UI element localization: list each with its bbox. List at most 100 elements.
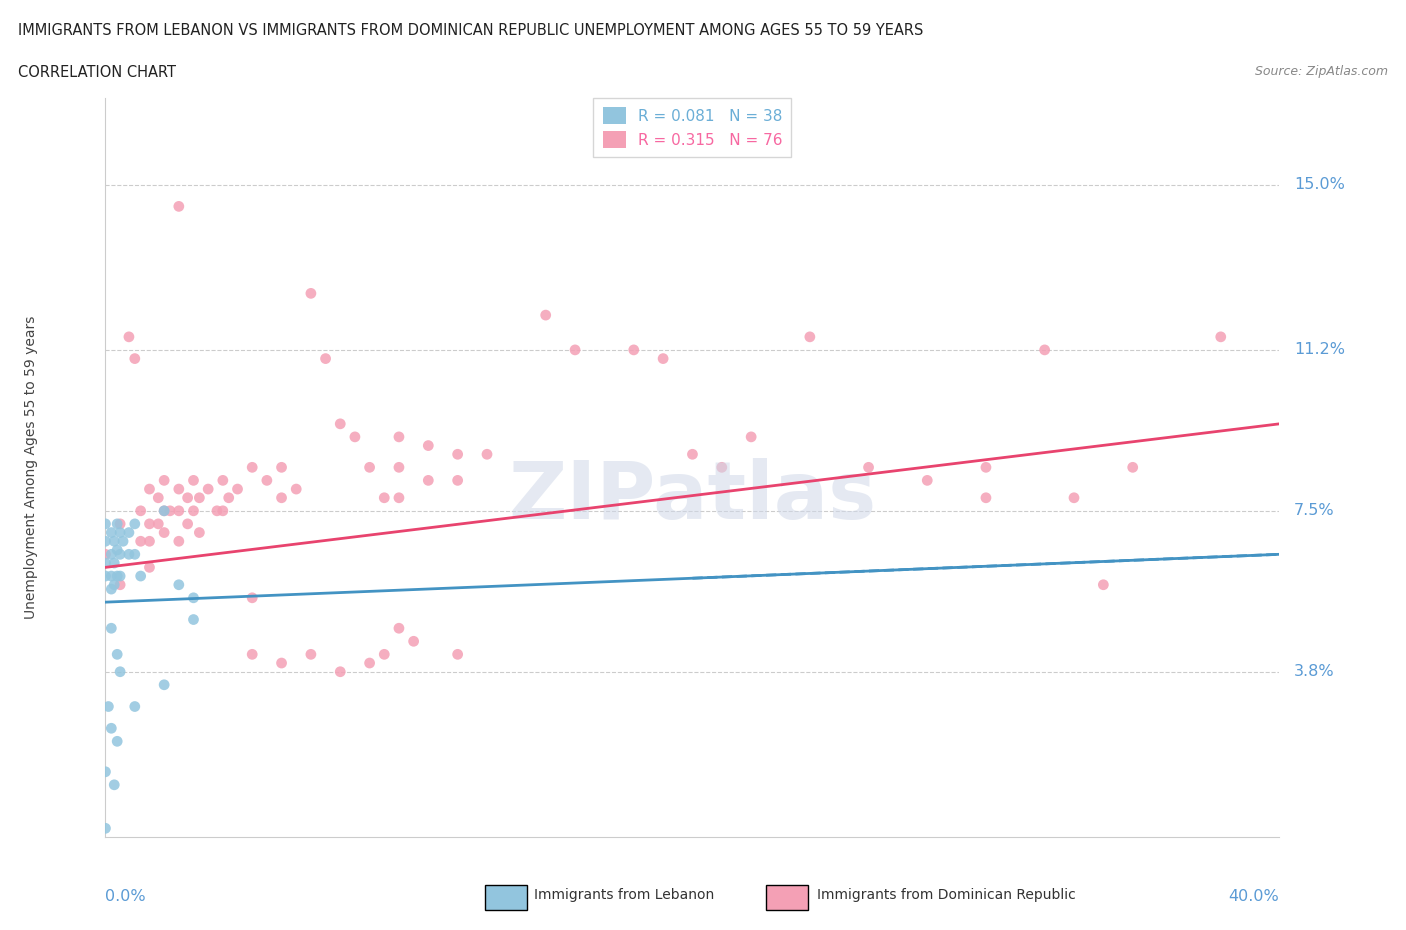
Point [108,664,131,679]
Point [103,777,125,792]
Point [94,516,117,531]
Text: 15.0%: 15.0% [1294,177,1346,193]
Point [205,503,228,518]
Point [153,503,176,518]
Point [153,677,176,692]
Point [176,516,198,531]
Point [299,647,322,662]
Point [270,656,292,671]
Point [402,634,425,649]
Point [188,490,211,505]
Text: Immigrants from Dominican Republic: Immigrants from Dominican Republic [817,887,1076,902]
Point [94,764,117,779]
Point [167,199,190,214]
Point [167,534,190,549]
Point [359,656,381,671]
Point [129,503,152,518]
Point [418,473,440,488]
Point [799,329,821,344]
Point [100,621,122,636]
Point [240,647,263,662]
Point [682,446,704,461]
Point [256,473,278,488]
Point [534,308,557,323]
Point [917,473,939,488]
Text: 7.5%: 7.5% [1294,503,1334,518]
Point [129,568,152,583]
Point [94,547,117,562]
Point [710,460,733,474]
Point [388,490,411,505]
Point [388,460,411,474]
Text: CORRELATION CHART: CORRELATION CHART [18,65,176,80]
Point [359,460,381,474]
Point [564,342,586,357]
Point [183,591,205,605]
Point [226,482,249,497]
Point [183,69,205,84]
Point [138,482,160,497]
Point [1122,460,1144,474]
Point [1209,329,1232,344]
Point [740,430,762,445]
Point [159,503,181,518]
Point [270,460,292,474]
Point [167,578,190,592]
Point [373,647,395,662]
Point [108,525,131,540]
Point [167,482,190,497]
Point [446,446,468,461]
Point [100,581,122,596]
Point [105,542,128,557]
Point [153,525,176,540]
Point [183,612,205,627]
Point [148,516,170,531]
Point [105,734,128,749]
Point [148,490,170,505]
Text: Unemployment Among Ages 55 to 59 years: Unemployment Among Ages 55 to 59 years [24,315,38,619]
Point [652,352,675,366]
Point [1033,342,1056,357]
Point [100,721,122,736]
Point [183,503,205,518]
Text: IMMIGRANTS FROM LEBANON VS IMMIGRANTS FROM DOMINICAN REPUBLIC UNEMPLOYMENT AMONG: IMMIGRANTS FROM LEBANON VS IMMIGRANTS FR… [18,23,924,38]
Point [108,547,131,562]
Point [315,352,337,366]
Point [418,438,440,453]
Point [108,578,131,592]
Point [623,342,645,357]
Point [167,503,190,518]
Point [105,568,128,583]
Text: 3.8%: 3.8% [1294,664,1334,679]
Point [103,555,125,570]
Text: ZIPatlas: ZIPatlas [509,458,876,536]
Point [197,482,219,497]
Point [329,417,352,432]
Point [105,647,128,662]
Point [108,568,131,583]
Point [108,516,131,531]
Point [285,482,308,497]
Point [240,591,263,605]
Point [103,578,125,592]
Point [1092,578,1115,592]
Point [138,560,160,575]
Point [343,430,366,445]
Point [475,446,498,461]
Point [176,490,198,505]
Point [97,699,120,714]
Point [373,490,395,505]
Point [388,621,411,636]
Point [94,568,117,583]
Point [183,473,205,488]
Point [118,329,141,344]
Point [211,503,233,518]
Point [138,534,160,549]
Point [105,516,128,531]
Point [153,503,176,518]
Point [858,460,880,474]
Point [100,525,122,540]
Text: 0.0%: 0.0% [105,889,146,904]
Point [124,699,146,714]
Point [118,547,141,562]
